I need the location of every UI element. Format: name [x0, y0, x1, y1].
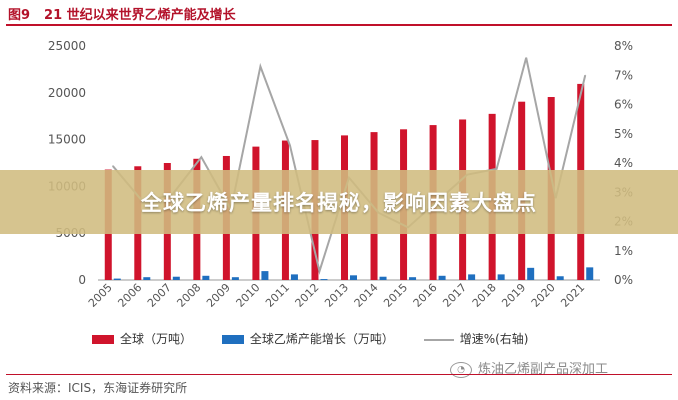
bar-growth — [438, 275, 446, 280]
rate-point — [200, 156, 202, 158]
rate-point — [112, 165, 114, 167]
figure-title: 图9 21 世纪以来世界乙烯产能及增长 — [8, 4, 236, 23]
rate-point — [525, 57, 527, 59]
banner-text: 全球乙烯产量排名揭秘，影响因素大盘点 — [141, 191, 537, 215]
rate-point — [289, 144, 291, 146]
legend-label-growth: 全球乙烯产能增长（万吨） — [249, 332, 394, 346]
legend-swatch-red — [92, 335, 114, 344]
bar-growth — [379, 276, 387, 280]
bar-growth — [143, 277, 151, 280]
legend-label-global: 全球（万吨） — [120, 332, 193, 346]
x-tick-label: 2012 — [293, 281, 322, 310]
y-right-tick-label: 8% — [614, 39, 633, 53]
chart-canvas: 05000100001500020000250000%1%2%3%4%5%6%7… — [48, 39, 633, 310]
bar-growth — [202, 275, 210, 280]
bar-growth — [290, 274, 298, 280]
x-tick-label: 2006 — [115, 281, 144, 310]
y-right-tick-label: 1% — [614, 244, 633, 258]
x-tick-label: 2020 — [529, 281, 558, 310]
y-left-tick-label: 15000 — [48, 133, 86, 147]
source-note: 资料来源：ICIS，东海证券研究所 — [8, 381, 188, 395]
x-tick-label: 2008 — [174, 281, 203, 310]
bar-growth — [468, 274, 476, 280]
x-tick-label: 2013 — [322, 281, 351, 310]
wechat-icon: ◔ — [450, 361, 472, 378]
x-tick-label: 2019 — [499, 281, 528, 310]
source-divider — [6, 374, 672, 375]
x-tick-label: 2009 — [204, 281, 233, 310]
watermark: ◔ 炼油乙烯副产品深加工 — [450, 358, 608, 378]
rate-point — [496, 168, 498, 170]
rate-point — [259, 65, 261, 67]
figure-number: 图9 — [8, 8, 31, 23]
bar-growth — [409, 277, 417, 280]
bar-growth — [231, 277, 239, 280]
bar-growth — [320, 279, 328, 281]
legend-item-rate: 增速%(右轴) — [423, 330, 529, 347]
legend-swatch-line — [423, 338, 454, 341]
legend-swatch-blue — [221, 335, 244, 344]
y-left-tick-label: 25000 — [48, 39, 86, 53]
bar-growth — [113, 278, 121, 280]
y-right-tick-label: 7% — [614, 68, 633, 82]
bar-growth — [261, 271, 269, 280]
x-tick-label: 2005 — [86, 281, 115, 310]
legend-item-global: 全球（万吨） — [92, 330, 192, 347]
rate-point — [584, 74, 586, 76]
y-right-tick-label: 6% — [614, 98, 633, 112]
x-tick-label: 2021 — [558, 281, 587, 310]
title-divider — [6, 24, 672, 26]
chart-legend: 全球（万吨） 全球乙烯产能增长（万吨） 增速%(右轴) — [92, 330, 554, 347]
x-tick-label: 2017 — [440, 281, 469, 310]
y-left-tick-label: 20000 — [48, 86, 86, 100]
x-tick-label: 2016 — [411, 281, 440, 310]
bar-growth — [527, 267, 535, 280]
x-tick-label: 2018 — [470, 281, 499, 310]
rate-point — [318, 270, 320, 272]
legend-label-rate: 增速%(右轴) — [459, 332, 529, 346]
figure-title-text: 21 世纪以来世界乙烯产能及增长 — [44, 8, 236, 23]
bar-growth — [172, 276, 180, 280]
legend-item-growth: 全球乙烯产能增长（万吨） — [221, 330, 394, 347]
bar-growth — [497, 274, 505, 280]
rate-line — [111, 57, 587, 275]
x-tick-label: 2015 — [381, 281, 410, 310]
y-right-tick-label: 0% — [614, 273, 633, 287]
overlay-banner: 全球乙烯产量排名揭秘，影响因素大盘点 — [0, 170, 678, 234]
x-tick-label: 2010 — [234, 281, 263, 310]
bar-growth — [350, 275, 357, 280]
bar-growth — [586, 267, 594, 280]
watermark-text: 炼油乙烯副产品深加工 — [478, 362, 609, 377]
y-right-tick-label: 4% — [614, 156, 633, 170]
y-left-tick-label: 0 — [78, 273, 86, 287]
bar-growth — [556, 276, 564, 280]
x-tick-label: 2007 — [145, 281, 174, 310]
x-tick-label: 2011 — [263, 281, 292, 310]
y-right-tick-label: 5% — [614, 127, 633, 141]
x-tick-label: 2014 — [352, 281, 381, 310]
